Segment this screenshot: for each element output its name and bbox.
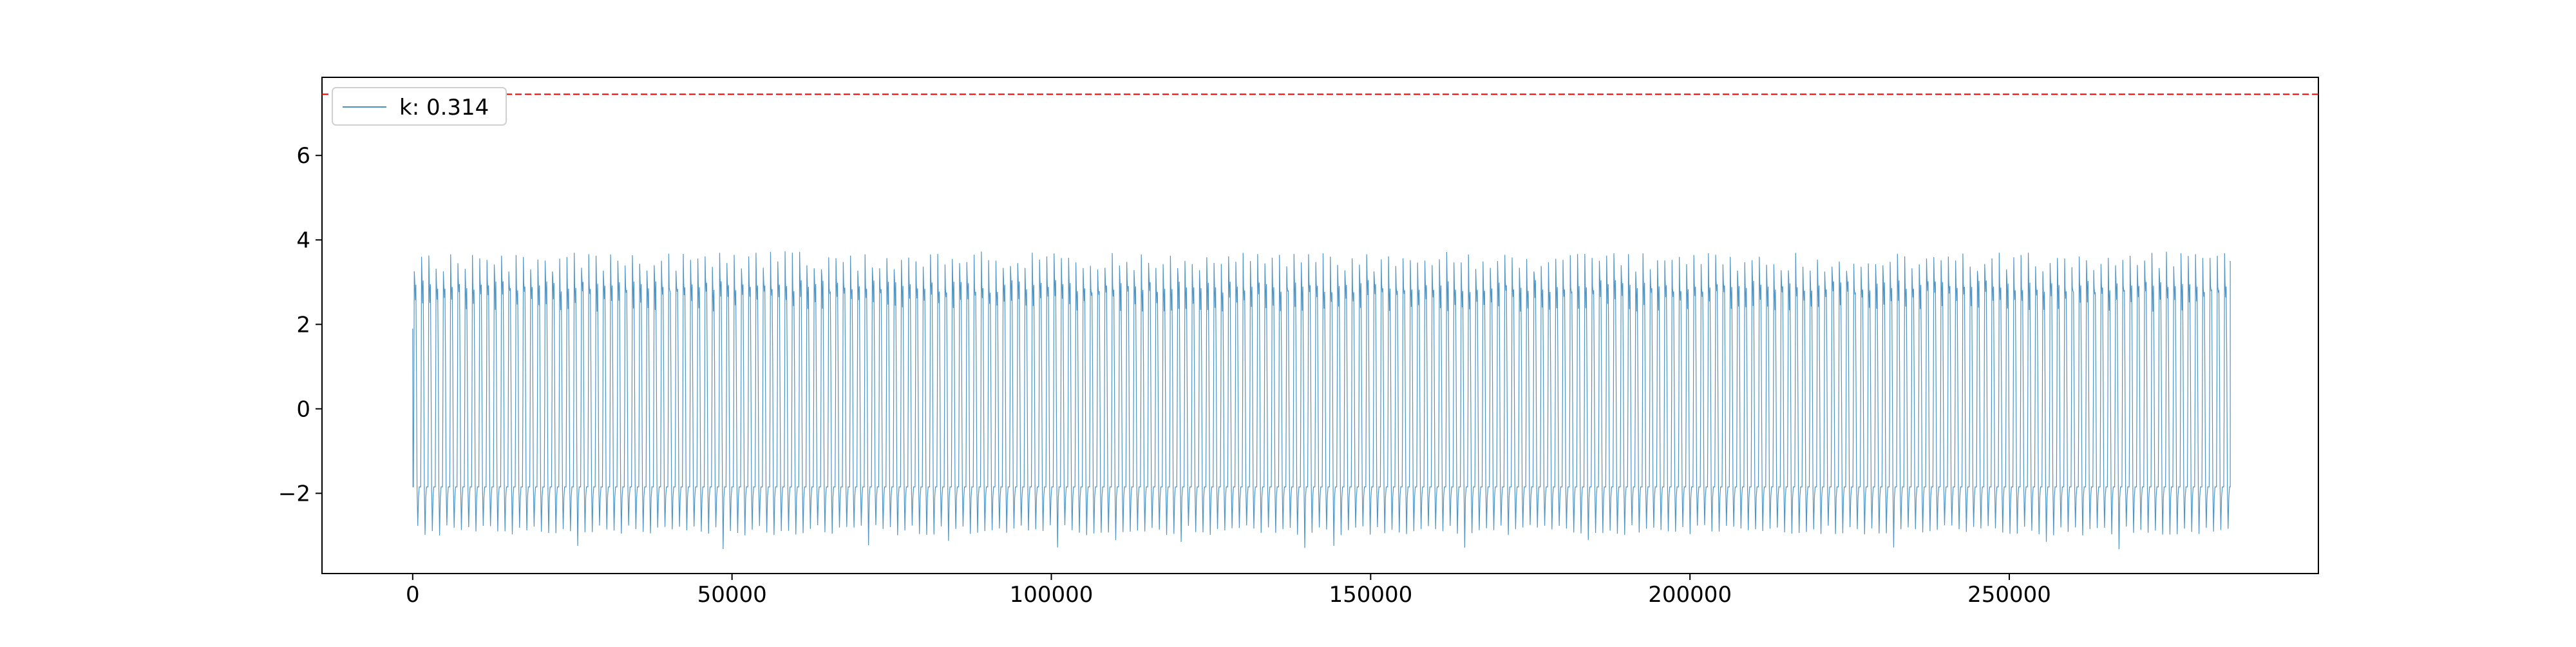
legend-box [332, 87, 507, 126]
x-tick-label: 150000 [1329, 582, 1412, 608]
x-tick-label: 0 [406, 582, 420, 608]
y-tick-label: 6 [296, 143, 310, 169]
y-tick-label: 2 [296, 312, 310, 338]
x-tick-label: 250000 [1967, 582, 2051, 608]
y-tick-label: −2 [278, 481, 310, 507]
x-tick-label: 50000 [697, 582, 767, 608]
series-layer [322, 93, 2318, 550]
axes-layer: 0 50000 100000 150000 200000 250000 −2 0 2 4 6 [278, 143, 2051, 608]
legend: k: 0.314 [332, 87, 507, 126]
series-line [412, 251, 2231, 550]
x-tick-label: 200000 [1648, 582, 1732, 608]
x-tick-label: 100000 [1010, 582, 1094, 608]
y-tick-label: 0 [296, 396, 310, 422]
y-tick-label: 4 [296, 227, 310, 253]
legend-entry-label: k: 0.314 [399, 95, 489, 121]
